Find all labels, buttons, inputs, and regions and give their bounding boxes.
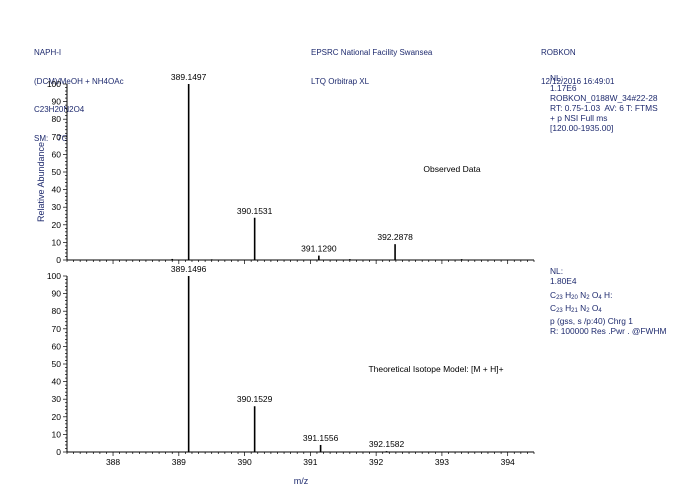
y-tick-label: 50: [52, 167, 62, 177]
observed-spectrum-panel: 0 10 20 30 40 50 60 70 80 90 100 389.1497 390.1531 39…: [47, 72, 535, 265]
y-tick-label: 60: [52, 149, 62, 159]
header-instrument: LTQ Orbitrap XL: [311, 76, 370, 86]
x-tick-label: 390: [237, 457, 251, 467]
y-tick-label: 40: [52, 377, 62, 387]
y-tick-label: 10: [52, 237, 62, 247]
y-tick-label: 90: [52, 97, 62, 107]
x-tick-label: 393: [435, 457, 449, 467]
y-tick-label: 70: [52, 132, 62, 142]
info-range: [120.00-1935.00]: [550, 123, 614, 133]
header-operator: ROBKON: [541, 48, 576, 57]
y-tick-label: 100: [47, 271, 61, 281]
y-tick-label: 70: [52, 324, 62, 334]
info-resolution: R: 100000 Res .Pwr . @FWHM: [550, 326, 667, 336]
header-solvent: (DCM)/MeOH + NH4OAc: [34, 76, 124, 86]
theoretical-spectrum-panel: 0 10 20 30 40 50 60 70 80 90 100 388 389 390 391 392 393…: [47, 264, 535, 467]
info-nl-value-2: 1.80E4: [550, 276, 577, 286]
y-tick-label: 50: [52, 359, 62, 369]
y-tick-label: 80: [52, 114, 62, 124]
info-nl-label-2: NL:: [550, 266, 564, 276]
peak-label: 390.1531: [237, 206, 273, 216]
peak-label: 390.1529: [237, 394, 273, 404]
panel-title: Observed Data: [423, 164, 480, 174]
info-scan-type: + p NSI Full ms: [550, 113, 608, 123]
y-tick-label: 30: [52, 202, 62, 212]
header-facility: EPSRC National Facility Swansea: [311, 48, 433, 57]
info-nl-value: 1.17E6: [550, 83, 577, 93]
x-axis-label: m/z: [294, 476, 309, 486]
y-axis-label: Relative Abundance: [36, 142, 46, 222]
formula-ion: C23 H21 N2 O4: [550, 303, 602, 314]
x-tick-label: 388: [106, 457, 120, 467]
peak-label: 389.1496: [171, 264, 207, 274]
header-sm: SM: 7G: [34, 133, 68, 143]
y-tick-label: 80: [52, 306, 62, 316]
formula-protonated: C23 H20 N2 O4 H:: [550, 290, 613, 301]
peak-label: 392.1582: [369, 439, 405, 449]
info-nl-label: NL:: [550, 73, 564, 83]
peak-label: 391.1290: [301, 244, 337, 254]
x-tick-label: 394: [501, 457, 515, 467]
y-tick-label: 30: [52, 394, 62, 404]
peak-label: 391.1556: [303, 433, 339, 443]
header-sample-info: NAPH-I (DCM)/MeOH + NH4OAc C23H20N2O4 SM…: [34, 29, 124, 153]
y-tick-label: 0: [56, 447, 61, 457]
info-profile: p (gss, s /p:40) Chrg 1: [550, 316, 633, 326]
y-tick-label: 40: [52, 185, 62, 195]
theoretical-info-panel: NL: 1.80E4 C23 H20 N2 O4 H: C23 H21 N2 O…: [550, 266, 666, 336]
panel-title: Theoretical Isotope Model: [M + H]+: [368, 364, 503, 374]
header-datetime: 12/12/2016 16:49:01: [541, 76, 615, 86]
y-tick-label: 100: [47, 79, 61, 89]
observed-info-panel: NL: 1.17E6 ROBKON_0188W_34#22-28 RT: 0.7…: [550, 73, 658, 133]
x-tick-label: 389: [172, 457, 186, 467]
header-facility-info: EPSRC National Facility Swansea LTQ Orbi…: [311, 29, 432, 96]
peak-label: 389.1497: [171, 72, 207, 82]
header-operator-info: ROBKON 12/12/2016 16:49:01: [541, 29, 614, 96]
info-rt: RT: 0.75-1.03 AV: 6 T: FTMS: [550, 103, 658, 113]
header-formula: C23H20N2O4: [34, 105, 85, 114]
y-tick-label: 0: [56, 255, 61, 265]
y-tick-label: 10: [52, 429, 62, 439]
y-tick-label: 90: [52, 289, 62, 299]
x-tick-label: 391: [303, 457, 317, 467]
y-tick-label: 20: [52, 412, 62, 422]
peak-label: 392.2878: [377, 232, 413, 242]
header-sample-name: NAPH-I: [34, 48, 62, 57]
x-tick-label: 392: [369, 457, 383, 467]
y-tick-label: 20: [52, 220, 62, 230]
info-filename: ROBKON_0188W_34#22-28: [550, 93, 658, 103]
y-tick-label: 60: [52, 341, 62, 351]
